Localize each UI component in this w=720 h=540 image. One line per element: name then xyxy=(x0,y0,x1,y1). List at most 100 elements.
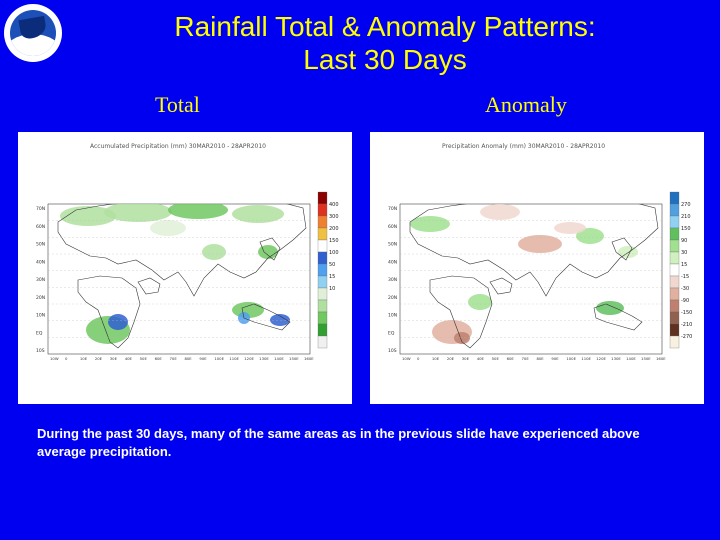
legend-swatch xyxy=(317,251,328,265)
legend-swatch xyxy=(669,299,680,313)
legend-tick-label: -90 xyxy=(681,298,689,304)
legend-tick-label: 90 xyxy=(681,238,687,244)
precip-area xyxy=(258,245,278,259)
lat-tick-label: 70N xyxy=(388,206,397,212)
legend-swatch xyxy=(669,323,680,337)
precip-area xyxy=(454,332,470,344)
legend-tick-label: 150 xyxy=(681,226,691,232)
legend-swatch xyxy=(669,311,680,325)
precip-area xyxy=(518,235,562,253)
legend-swatch xyxy=(317,275,328,289)
total-map: Accumulated Precipitation (mm) 30MAR2010… xyxy=(18,132,352,404)
noaa-emblem xyxy=(10,10,56,56)
lon-tick-label: 30E xyxy=(462,356,470,361)
legend-swatch xyxy=(317,239,328,253)
coastline xyxy=(137,277,161,295)
anomaly-map: Precipitation Anomaly (mm) 30MAR2010 - 2… xyxy=(370,132,704,404)
precip-area xyxy=(410,216,450,232)
legend-swatch xyxy=(317,203,328,217)
legend-tick-label: 100 xyxy=(329,250,339,256)
lon-tick-label: 70E xyxy=(170,356,178,361)
legend-swatch xyxy=(317,311,328,325)
lat-tick-label: 50N xyxy=(36,242,45,248)
lon-tick-label: 80E xyxy=(184,356,192,361)
lon-tick-label: 100E xyxy=(214,356,224,361)
precip-area xyxy=(108,314,128,330)
lon-tick-label: 130E xyxy=(611,356,621,361)
legend-tick-label: 270 xyxy=(681,202,691,208)
lon-tick-label: 90E xyxy=(199,356,207,361)
lon-tick-label: 20E xyxy=(447,356,455,361)
lat-tick-label: 60N xyxy=(388,224,397,230)
precip-area xyxy=(596,301,624,315)
legend-tick-label: 15 xyxy=(681,262,687,268)
lat-tick-label: 20N xyxy=(388,295,397,301)
slide-title: Rainfall Total & Anomaly Patterns: Last … xyxy=(60,10,710,76)
map-caption: Accumulated Precipitation (mm) 30MAR2010… xyxy=(90,143,266,150)
total-label: Total xyxy=(155,92,200,117)
lon-tick-label: 110E xyxy=(229,356,239,361)
coastline xyxy=(489,277,513,295)
lat-tick-label: 20N xyxy=(36,295,45,301)
lon-tick-label: 160E xyxy=(656,356,666,361)
precip-area xyxy=(232,205,284,223)
lon-tick-label: 150E xyxy=(289,356,299,361)
lat-tick-label: 70N xyxy=(36,206,45,212)
legend-tick-label: -270 xyxy=(681,334,692,340)
slide-title-line2: Last 30 Days xyxy=(303,44,467,75)
lat-tick-label: 30N xyxy=(388,277,397,283)
lon-tick-label: 30E xyxy=(110,356,118,361)
legend-tick-label: -15 xyxy=(681,274,689,280)
legend-tick-label: -210 xyxy=(681,322,692,328)
lon-tick-label: 140E xyxy=(274,356,284,361)
lon-tick-label: 10W xyxy=(50,356,59,361)
lon-tick-label: 50E xyxy=(492,356,500,361)
coastline xyxy=(241,303,291,331)
lat-tick-label: 10N xyxy=(388,313,397,319)
lat-tick-label: EQ xyxy=(36,330,43,336)
legend-tick-label: 50 xyxy=(329,262,335,268)
legend-swatch xyxy=(669,203,680,217)
legend-swatch xyxy=(669,335,680,349)
legend-swatch xyxy=(669,287,680,301)
coastline xyxy=(77,275,141,349)
lon-tick-label: 10E xyxy=(432,356,440,361)
precip-area xyxy=(468,294,492,310)
lat-tick-label: 30N xyxy=(36,277,45,283)
lon-tick-label: 150E xyxy=(641,356,651,361)
legend-tick-label: 400 xyxy=(329,202,339,208)
legend-tick-label: 200 xyxy=(329,226,339,232)
lon-tick-label: 0 xyxy=(417,356,420,361)
anomaly-map-image: Precipitation Anomaly (mm) 30MAR2010 - 2… xyxy=(388,143,692,361)
precip-area xyxy=(168,204,228,219)
legend-tick-label: -150 xyxy=(681,310,692,316)
lon-tick-label: 100E xyxy=(566,356,576,361)
coastline xyxy=(409,204,659,297)
lat-tick-label: 10N xyxy=(36,313,45,319)
precip-area xyxy=(104,204,172,222)
slide-title-line1: Rainfall Total & Anomaly Patterns: xyxy=(174,11,596,42)
lon-tick-label: 50E xyxy=(140,356,148,361)
legend-tick-label: 30 xyxy=(681,250,687,256)
lon-tick-label: 10W xyxy=(402,356,411,361)
anomaly-label: Anomaly xyxy=(485,92,567,117)
lon-tick-label: 60E xyxy=(507,356,515,361)
legend-swatch xyxy=(317,263,328,277)
lat-tick-label: EQ xyxy=(388,330,395,336)
precip-area xyxy=(202,244,226,260)
lon-tick-label: 10E xyxy=(80,356,88,361)
precip-area xyxy=(150,220,186,236)
lon-tick-label: 0 xyxy=(65,356,68,361)
lon-tick-label: 80E xyxy=(536,356,544,361)
legend-swatch xyxy=(669,251,680,265)
coastline xyxy=(57,204,307,297)
lon-tick-label: 70E xyxy=(522,356,530,361)
map-content xyxy=(400,204,662,349)
legend-swatch xyxy=(317,191,328,205)
precip-area xyxy=(576,228,604,244)
lon-tick-label: 120E xyxy=(244,356,254,361)
legend-swatch xyxy=(317,215,328,229)
precip-area xyxy=(554,222,586,234)
legend-swatch xyxy=(317,287,328,301)
legend-tick-label: 10 xyxy=(329,286,335,292)
